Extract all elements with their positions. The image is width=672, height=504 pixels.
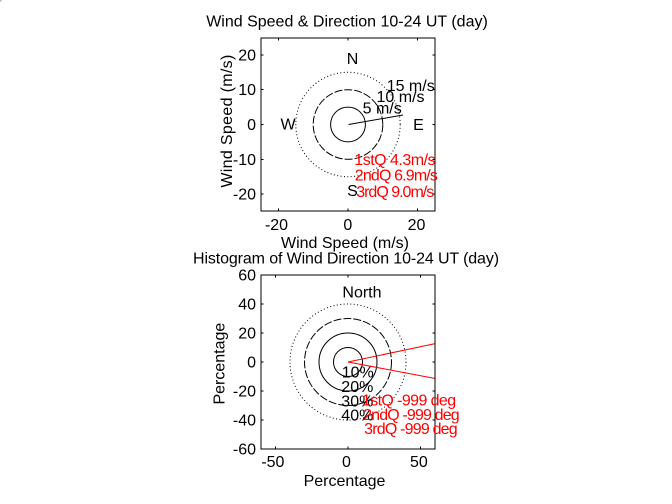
svg-text:Histogram of Wind Direction 10: Histogram of Wind Direction 10-24 UT (da…: [193, 251, 499, 268]
svg-text:-20: -20: [265, 217, 288, 234]
svg-text:30%: 30%: [341, 393, 373, 410]
svg-text:Wind Speed (m/s): Wind Speed (m/s): [281, 235, 409, 252]
svg-text:W: W: [280, 117, 296, 134]
svg-text:North: North: [342, 284, 381, 301]
svg-text:50: 50: [410, 454, 428, 471]
svg-text:5 m/s: 5 m/s: [363, 101, 402, 118]
svg-text:Percentage: Percentage: [304, 473, 386, 490]
svg-text:10: 10: [238, 82, 256, 99]
svg-text:40%: 40%: [341, 408, 373, 425]
svg-text:3rdQ 9.0m/s: 3rdQ 9.0m/s: [356, 184, 434, 201]
svg-text:-20: -20: [233, 384, 256, 401]
svg-text:40: 40: [238, 297, 256, 314]
svg-text:2ndQ -999 deg: 2ndQ -999 deg: [363, 407, 459, 424]
svg-text:Wind Speed (m/s): Wind Speed (m/s): [219, 54, 236, 187]
svg-text:Wind Speed & Direction 10-24 U: Wind Speed & Direction 10-24 UT (day): [206, 13, 488, 30]
svg-text:-50: -50: [261, 454, 284, 471]
svg-text:Percentage: Percentage: [212, 323, 229, 405]
svg-text:20: 20: [238, 48, 256, 65]
svg-text:2ndQ 6.9m/s: 2ndQ 6.9m/s: [355, 168, 438, 185]
svg-text:-40: -40: [233, 413, 256, 430]
svg-text:E: E: [413, 117, 424, 134]
svg-text:0: 0: [343, 217, 352, 234]
svg-text:60: 60: [238, 268, 256, 285]
svg-text:-60: -60: [233, 442, 256, 459]
svg-text:10 m/s: 10 m/s: [377, 89, 425, 106]
svg-text:0: 0: [247, 355, 256, 372]
svg-text:20: 20: [238, 326, 256, 343]
svg-text:10%: 10%: [342, 365, 374, 382]
svg-text:20: 20: [408, 217, 426, 234]
svg-text:0: 0: [342, 454, 351, 471]
svg-text:1stQ 4.3m/s: 1stQ 4.3m/s: [354, 152, 435, 169]
svg-text:-10: -10: [233, 152, 256, 169]
svg-text:15 m/s: 15 m/s: [387, 78, 435, 95]
svg-text:3rdQ -999 deg: 3rdQ -999 deg: [364, 421, 457, 438]
svg-text:N: N: [347, 51, 359, 68]
svg-text:-20: -20: [233, 187, 256, 204]
svg-text:1stQ -999 deg: 1stQ -999 deg: [362, 393, 456, 410]
svg-text:20%: 20%: [341, 379, 373, 396]
svg-text:S: S: [347, 183, 358, 200]
svg-text:0: 0: [247, 117, 256, 134]
